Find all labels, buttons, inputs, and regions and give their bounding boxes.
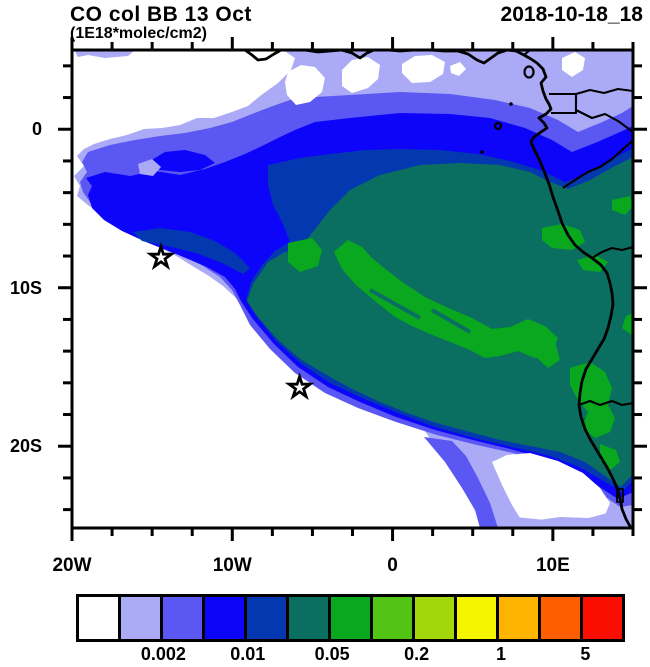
colorbar-value-label: 0.05 bbox=[314, 644, 350, 664]
contour-region-white-patch-2 bbox=[342, 57, 380, 93]
y-axis-label: 20S bbox=[9, 436, 42, 457]
contour-layers bbox=[72, 50, 633, 528]
colorbar-value-label: 0.002 bbox=[140, 644, 186, 664]
fire-location-markers bbox=[146, 242, 315, 401]
colorbar-cell bbox=[247, 597, 286, 639]
x-axis-label: 10E bbox=[535, 555, 570, 576]
colorbar-cell bbox=[457, 597, 496, 639]
colorbar-cell bbox=[415, 597, 454, 639]
colorbar-value-label: 0.2 bbox=[404, 644, 430, 664]
contour-region-white-patch-4 bbox=[450, 62, 466, 76]
y-axis-label: 10S bbox=[9, 277, 42, 298]
contour-region-green-2 bbox=[334, 240, 558, 358]
colorbar-cell bbox=[583, 597, 622, 639]
contour-region-white-patch-3 bbox=[402, 55, 445, 83]
x-axis-label: 10W bbox=[212, 555, 252, 576]
map-frame bbox=[70, 48, 635, 530]
colorbar-cell bbox=[79, 597, 118, 639]
colorbar-cell bbox=[541, 597, 580, 639]
timestamp-label: 2018-10-18_18 bbox=[500, 3, 643, 26]
page-title: CO col BB 13 Oct bbox=[70, 3, 252, 26]
contour-region-green-5 bbox=[536, 340, 560, 368]
island-sao-tome bbox=[493, 121, 503, 131]
y-axis-label: 0 bbox=[31, 119, 42, 140]
x-axis-label: 0 bbox=[387, 555, 398, 576]
x-axis-label: 20W bbox=[52, 555, 92, 576]
border-eq-guinea bbox=[549, 92, 578, 115]
colorbar-cell bbox=[205, 597, 244, 639]
contour-region-lavender-bottom-strip bbox=[500, 509, 633, 528]
star-marker bbox=[146, 242, 176, 271]
contour-region-green-9 bbox=[622, 313, 633, 336]
colorbar-cell bbox=[121, 597, 160, 639]
contour-region-darkblue-streak bbox=[133, 228, 250, 274]
island-principe bbox=[509, 102, 513, 106]
island-annobon bbox=[480, 150, 484, 154]
contour-region-white-patch-5 bbox=[562, 52, 585, 77]
contour-region-purple-tail bbox=[424, 437, 498, 528]
border-congo-drc bbox=[591, 245, 633, 259]
colorbar-cell bbox=[373, 597, 412, 639]
colorbar-value-label: 1 bbox=[495, 644, 507, 664]
border-gabon-congo bbox=[562, 139, 633, 189]
contour-region-green-7 bbox=[577, 255, 608, 272]
contour-region-lavender-top-strip bbox=[74, 50, 135, 58]
border-angola-namibia bbox=[578, 399, 633, 407]
colorbar-cell bbox=[163, 597, 202, 639]
star-marker bbox=[284, 372, 315, 401]
colorbar-cell bbox=[499, 597, 538, 639]
coastal-lagoon bbox=[616, 488, 624, 503]
colorbar-cell bbox=[289, 597, 328, 639]
units-label: (1E18*molec/cm2) bbox=[70, 25, 207, 42]
colorbar-value-label: 0.01 bbox=[230, 644, 266, 664]
contour-teal-streaks bbox=[369, 288, 472, 334]
colorbar-value-label: 5 bbox=[580, 644, 591, 664]
contour-region-green-6 bbox=[612, 196, 633, 215]
border-cameroon-north bbox=[575, 87, 633, 96]
country-borders bbox=[523, 50, 633, 503]
border-gabon-north bbox=[575, 109, 633, 133]
contour-region-blue-lens bbox=[148, 150, 215, 172]
contour-region-green-1 bbox=[288, 238, 322, 272]
islands bbox=[480, 65, 535, 154]
island-bioko bbox=[523, 65, 535, 79]
contour-region-lavender-hole bbox=[138, 159, 161, 176]
contour-region-white-patch-1 bbox=[285, 65, 325, 105]
contour-region-white-notch bbox=[492, 453, 610, 521]
colorbar-cell bbox=[331, 597, 370, 639]
colorbar bbox=[76, 594, 625, 642]
